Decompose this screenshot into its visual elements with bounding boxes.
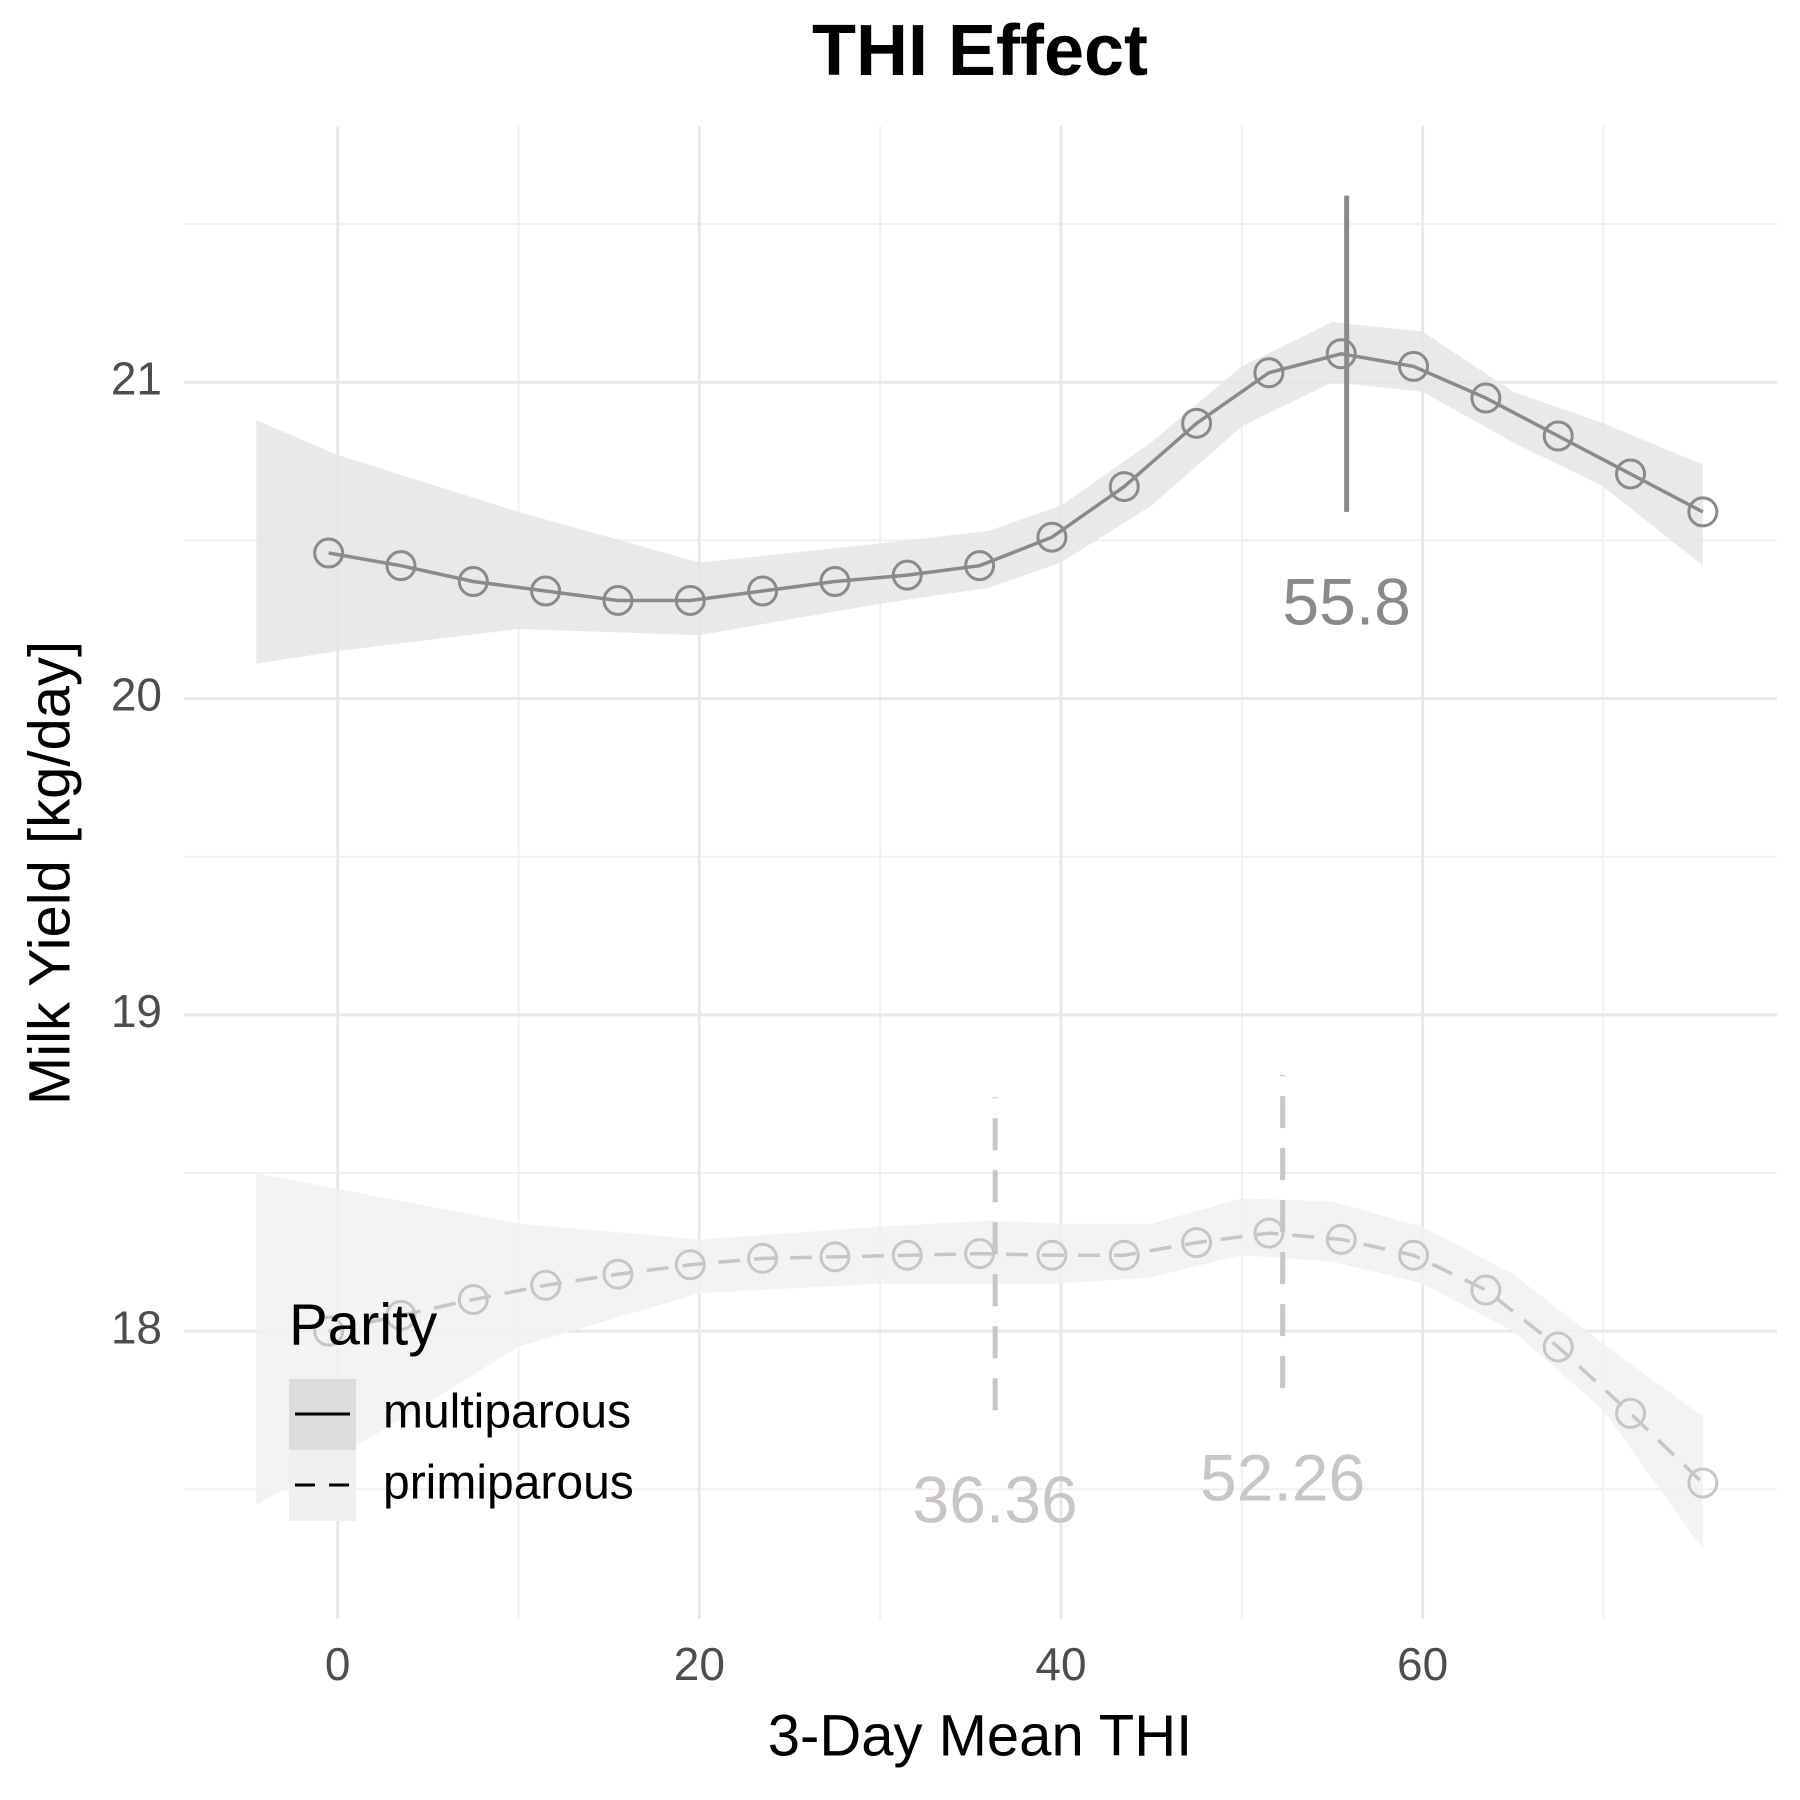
data-point: [1687, 496, 1719, 528]
chart-title: THI Effect: [812, 11, 1148, 91]
data-point: [964, 550, 996, 582]
y-tick-label: 18: [111, 1301, 162, 1353]
legend-label: primiparous: [383, 1457, 634, 1510]
data-point: [457, 1284, 489, 1316]
data-point: [530, 575, 562, 607]
data-point: [819, 565, 851, 597]
x-tick-label: 60: [1397, 1638, 1448, 1690]
data-point: [313, 1315, 345, 1347]
legend-title: Parity: [289, 1292, 437, 1357]
data-point: [385, 550, 417, 582]
y-tick-label: 20: [111, 669, 162, 721]
grid: [184, 126, 1777, 1619]
x-axis-title: 3-Day Mean THI: [768, 1703, 1192, 1768]
data-point: [891, 1239, 923, 1271]
data-point: [747, 1242, 779, 1274]
data-point: [1253, 357, 1285, 389]
data-point: [1542, 420, 1574, 452]
x-tick-label: 0: [325, 1638, 351, 1690]
data-point: [1325, 1223, 1357, 1255]
data-point: [1325, 338, 1357, 370]
data-point: [819, 1241, 851, 1273]
data-point: [747, 575, 779, 607]
data-point: [457, 565, 489, 597]
confidence-band: [256, 1172, 1703, 1550]
confidence-band: [256, 322, 1703, 664]
data-point: [1542, 1331, 1574, 1363]
y-axis-title: Milk Yield [kg/day]: [17, 641, 82, 1105]
data-point: [1181, 407, 1213, 439]
data-point: [1470, 382, 1502, 414]
data-point: [530, 1269, 562, 1301]
data-point: [1398, 1239, 1430, 1271]
threshold-label: 36.36: [913, 1463, 1078, 1537]
data-point: [385, 1299, 417, 1331]
data-point: [1036, 521, 1068, 553]
data-point: [1687, 1467, 1719, 1499]
y-tick-label: 19: [111, 985, 162, 1037]
x-tick-label: 40: [1035, 1638, 1086, 1690]
legend-label: multiparous: [383, 1386, 631, 1439]
y-tick-label: 21: [111, 352, 162, 404]
data-point: [1470, 1274, 1502, 1306]
data-point: [1615, 458, 1647, 490]
threshold-label: 55.8: [1282, 564, 1410, 638]
data-point: [1108, 1239, 1140, 1271]
data-point: [1398, 350, 1430, 382]
data-point: [891, 559, 923, 591]
data-point: [674, 1249, 706, 1281]
data-point: [1108, 471, 1140, 503]
data-point: [1253, 1217, 1285, 1249]
data-point: [674, 584, 706, 616]
threshold-label: 52.26: [1200, 1441, 1365, 1515]
data-point: [1615, 1397, 1647, 1429]
data-point: [602, 584, 634, 616]
data-point: [602, 1258, 634, 1290]
x-tick-label: 20: [674, 1638, 725, 1690]
data-point: [1181, 1227, 1213, 1259]
data-point: [313, 537, 345, 569]
data-point: [1036, 1239, 1068, 1271]
